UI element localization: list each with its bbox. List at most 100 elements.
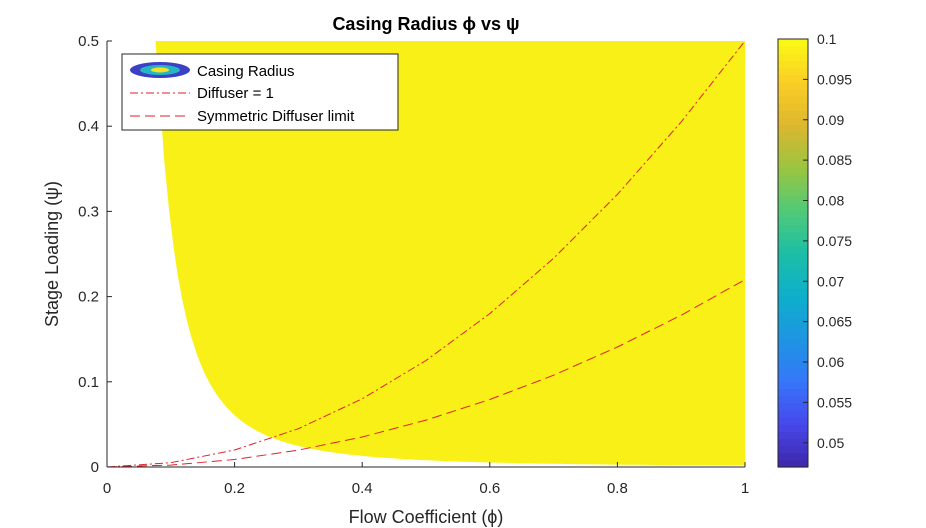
colorbar-segment <box>778 417 808 425</box>
legend-swatch-contour-inner <box>151 67 169 73</box>
x-axis-label: Flow Coefficient (ϕ) <box>349 507 504 527</box>
colorbar-segment <box>778 39 808 47</box>
colorbar-segment <box>778 338 808 347</box>
colorbar-segment <box>778 302 808 311</box>
colorbar-segment <box>778 238 808 247</box>
legend-item-symmetric-diffuser: Symmetric Diffuser limit <box>130 108 355 125</box>
colorbar-segment <box>778 459 808 468</box>
y-tick-label: 0.2 <box>78 289 99 306</box>
colorbar-segment <box>778 153 808 161</box>
colorbar-segment <box>778 217 808 226</box>
colorbar-segment <box>778 295 808 304</box>
colorbar-segment <box>778 181 808 190</box>
y-tick-label: 0.4 <box>78 118 99 135</box>
legend-item-casing-radius: Casing Radius <box>130 62 295 80</box>
colorbar-segment <box>778 445 808 454</box>
colorbar-segment <box>778 245 808 254</box>
colorbar-segment <box>778 331 808 340</box>
legend-label-symmetric-diffuser: Symmetric Diffuser limit <box>197 108 355 125</box>
y-tick-label: 0.5 <box>78 33 99 50</box>
colorbar-segment <box>778 167 808 176</box>
diffuser-line <box>107 41 745 467</box>
colorbar-segment <box>778 131 808 140</box>
colorbar-segment <box>778 431 808 440</box>
x-ticks: 0 0.2 0.4 0.6 0.8 1 <box>103 462 749 497</box>
symmetric-diffuser-line <box>107 279 745 467</box>
colorbar-segment <box>778 195 808 204</box>
colorbar-segment <box>778 374 808 382</box>
colorbar-segment <box>778 310 808 318</box>
colorbar-segment <box>778 110 808 119</box>
axes <box>106 41 745 468</box>
x-tick-label: 1 <box>741 480 749 497</box>
colorbar-segment <box>778 117 808 126</box>
colorbar-segment <box>778 96 808 104</box>
colorbar-bands <box>778 39 808 468</box>
x-tick-label: 0.2 <box>224 480 245 497</box>
colorbar-segment <box>778 438 808 447</box>
colorbar-segment <box>778 81 808 90</box>
x-tick-label: 0.6 <box>479 480 500 497</box>
y-tick-label: 0.1 <box>78 374 99 391</box>
colorbar-ticks: 0.05 0.055 0.06 0.065 0.07 0.075 0.08 0.085 0.09… <box>803 31 852 451</box>
colorbar-tick-label: 0.07 <box>817 273 844 289</box>
colorbar-frame <box>777 38 809 468</box>
chart-title: Casing Radius ϕ vs ψ <box>332 14 519 34</box>
colorbar-segment <box>778 210 808 218</box>
colorbar-segment <box>778 424 808 432</box>
colorbar-segment <box>778 67 808 76</box>
y-tick-label: 0.3 <box>78 203 99 220</box>
colorbar-segment <box>778 203 808 211</box>
colorbar: 0.05 0.055 0.06 0.065 0.07 0.075 0.08 0.085 0.09… <box>777 31 852 468</box>
y-ticks: 0 0.1 0.2 0.3 0.4 0.5 <box>78 33 112 476</box>
x-tick-label: 0 <box>103 480 111 497</box>
colorbar-segment <box>778 53 808 61</box>
colorbar-segment <box>778 188 808 197</box>
legend-label-casing-radius: Casing Radius <box>197 63 295 80</box>
colorbar-segment <box>778 452 808 461</box>
colorbar-segment <box>778 352 808 361</box>
colorbar-segment <box>778 367 808 375</box>
colorbar-segment <box>778 388 808 397</box>
colorbar-segment <box>778 138 808 147</box>
colorbar-segment <box>778 174 808 183</box>
colorbar-tick-label: 0.075 <box>817 233 852 249</box>
colorbar-segment <box>778 60 808 69</box>
colorbar-segment <box>778 160 808 168</box>
colorbar-segment <box>778 88 808 97</box>
colorbar-tick-label: 0.05 <box>817 435 844 451</box>
colorbar-segment <box>778 381 808 390</box>
colorbar-tick-label: 0.095 <box>817 71 852 87</box>
colorbar-tick-label: 0.09 <box>817 112 844 128</box>
colorbar-segment <box>778 317 808 325</box>
colorbar-tick-label: 0.065 <box>817 314 852 330</box>
colorbar-segment <box>778 402 808 411</box>
diffuser-lines <box>107 41 745 467</box>
colorbar-segment <box>778 224 808 233</box>
colorbar-segment <box>778 409 808 418</box>
colorbar-segment <box>778 395 808 404</box>
colorbar-segment <box>778 103 808 111</box>
colorbar-segment <box>778 360 808 368</box>
colorbar-segment <box>778 46 808 54</box>
colorbar-segment <box>778 231 808 240</box>
colorbar-tick-label: 0.1 <box>817 31 837 47</box>
colorbar-tick-label: 0.08 <box>817 193 844 209</box>
y-axis-label: Stage Loading (ψ) <box>42 181 62 327</box>
colorbar-segment <box>778 253 808 261</box>
colorbar-tick-label: 0.055 <box>817 394 852 410</box>
x-tick-label: 0.8 <box>607 480 628 497</box>
legend-item-diffuser: Diffuser = 1 <box>130 85 274 102</box>
colorbar-tick-label: 0.085 <box>817 152 852 168</box>
colorbar-segment <box>778 324 808 333</box>
legend: Casing Radius Diffuser = 1 Symmetric Dif… <box>121 53 399 131</box>
legend-label-diffuser: Diffuser = 1 <box>197 85 274 102</box>
x-tick-label: 0.4 <box>352 480 373 497</box>
colorbar-segment <box>778 260 808 268</box>
colorbar-tick-label: 0.06 <box>817 354 844 370</box>
colorbar-segment <box>778 288 808 297</box>
colorbar-segment <box>778 281 808 290</box>
colorbar-segment <box>778 124 808 133</box>
colorbar-segment <box>778 267 808 275</box>
